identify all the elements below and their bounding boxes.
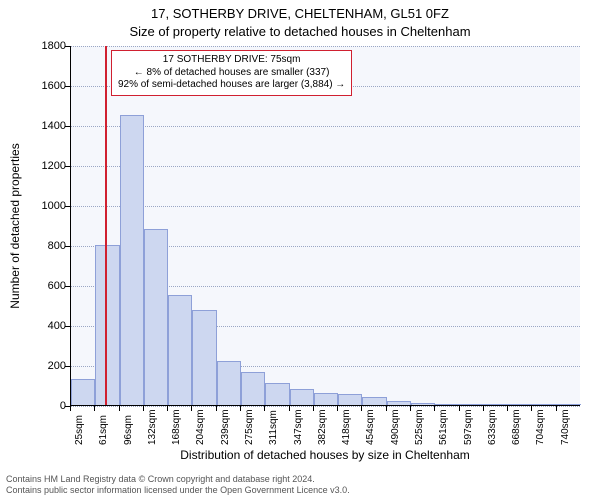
histogram-bar: [508, 404, 532, 405]
histogram-bar: [460, 404, 484, 405]
subject-marker-line: [105, 46, 107, 405]
x-tick: [483, 406, 484, 411]
x-tick-label: 704sqm: [535, 409, 546, 445]
x-tick: [361, 406, 362, 411]
x-tick-label: 204sqm: [195, 409, 206, 445]
histogram-bar: [71, 379, 95, 405]
histogram-bar: [411, 403, 435, 405]
x-tick-label: 740sqm: [560, 409, 571, 445]
x-tick: [289, 406, 290, 411]
chart-title-line1: 17, SOTHERBY DRIVE, CHELTENHAM, GL51 0FZ: [0, 6, 600, 21]
plot-area: 17 SOTHERBY DRIVE: 75sqm← 8% of detached…: [70, 46, 580, 406]
y-tick-label: 200: [26, 360, 66, 372]
annotation-box: 17 SOTHERBY DRIVE: 75sqm← 8% of detached…: [111, 50, 352, 96]
x-axis-label: Distribution of detached houses by size …: [70, 448, 580, 462]
x-tick: [167, 406, 168, 411]
x-tick: [191, 406, 192, 411]
histogram-bar: [290, 389, 314, 405]
x-tick-label: 132sqm: [147, 409, 158, 445]
chart-title-line2: Size of property relative to detached ho…: [0, 24, 600, 39]
x-tick: [143, 406, 144, 411]
footer-attribution: Contains HM Land Registry data © Crown c…: [6, 474, 350, 496]
gridline: [71, 166, 580, 167]
x-tick: [70, 406, 71, 411]
x-tick: [531, 406, 532, 411]
chart-container: 17, SOTHERBY DRIVE, CHELTENHAM, GL51 0FZ…: [0, 0, 600, 500]
footer-line2: Contains public sector information licen…: [6, 485, 350, 496]
histogram-bar: [484, 404, 508, 405]
histogram-bar: [435, 404, 459, 405]
histogram-bar: [241, 372, 265, 405]
x-tick-label: 25sqm: [74, 415, 85, 445]
x-tick: [507, 406, 508, 411]
x-tick-label: 490sqm: [390, 409, 401, 445]
x-tick: [556, 406, 557, 411]
x-tick-label: 382sqm: [317, 409, 328, 445]
histogram-bar: [557, 404, 581, 405]
x-tick-label: 347sqm: [293, 409, 304, 445]
x-tick: [410, 406, 411, 411]
x-tick-label: 561sqm: [438, 409, 449, 445]
histogram-bar: [95, 245, 119, 405]
x-tick-label: 597sqm: [463, 409, 474, 445]
x-tick-label: 61sqm: [98, 415, 109, 445]
annotation-line3: 92% of semi-detached houses are larger (…: [118, 79, 345, 92]
gridline: [71, 126, 580, 127]
x-tick: [386, 406, 387, 411]
x-tick-label: 454sqm: [365, 409, 376, 445]
y-tick-label: 1800: [26, 40, 66, 52]
x-tick: [313, 406, 314, 411]
x-tick: [459, 406, 460, 411]
x-tick: [216, 406, 217, 411]
x-tick: [240, 406, 241, 411]
y-tick-label: 1000: [26, 200, 66, 212]
x-tick-label: 96sqm: [123, 415, 134, 445]
y-tick-label: 400: [26, 320, 66, 332]
x-tick-label: 275sqm: [244, 409, 255, 445]
x-tick: [94, 406, 95, 411]
footer-line1: Contains HM Land Registry data © Crown c…: [6, 474, 350, 485]
x-tick-label: 668sqm: [511, 409, 522, 445]
gridline: [71, 46, 580, 47]
histogram-bar: [387, 401, 411, 405]
histogram-bar: [192, 310, 216, 405]
x-tick-label: 525sqm: [414, 409, 425, 445]
annotation-line1: 17 SOTHERBY DRIVE: 75sqm: [118, 54, 345, 67]
x-tick-label: 311sqm: [268, 410, 279, 445]
histogram-bar: [532, 404, 556, 405]
gridline: [71, 206, 580, 207]
annotation-line2: ← 8% of detached houses are smaller (337…: [118, 67, 345, 80]
x-tick: [264, 406, 265, 411]
x-tick-label: 239sqm: [220, 409, 231, 445]
histogram-bar: [168, 295, 192, 405]
gridline: [71, 406, 580, 407]
histogram-bar: [338, 394, 362, 405]
x-tick: [119, 406, 120, 411]
histogram-bar: [362, 397, 386, 405]
y-tick-label: 1600: [26, 80, 66, 92]
histogram-bar: [144, 229, 168, 405]
x-tick: [337, 406, 338, 411]
y-tick-label: 800: [26, 240, 66, 252]
histogram-bar: [217, 361, 241, 405]
histogram-bar: [314, 393, 338, 405]
y-tick-label: 1400: [26, 120, 66, 132]
y-tick-label: 0: [26, 400, 66, 412]
histogram-bar: [265, 383, 289, 405]
x-tick-label: 418sqm: [341, 409, 352, 445]
x-tick-label: 168sqm: [171, 409, 182, 445]
histogram-bar: [120, 115, 144, 405]
x-tick-label: 633sqm: [487, 409, 498, 445]
y-tick-label: 600: [26, 280, 66, 292]
x-tick: [434, 406, 435, 411]
y-tick-label: 1200: [26, 160, 66, 172]
y-axis-label: Number of detached properties: [8, 143, 22, 308]
